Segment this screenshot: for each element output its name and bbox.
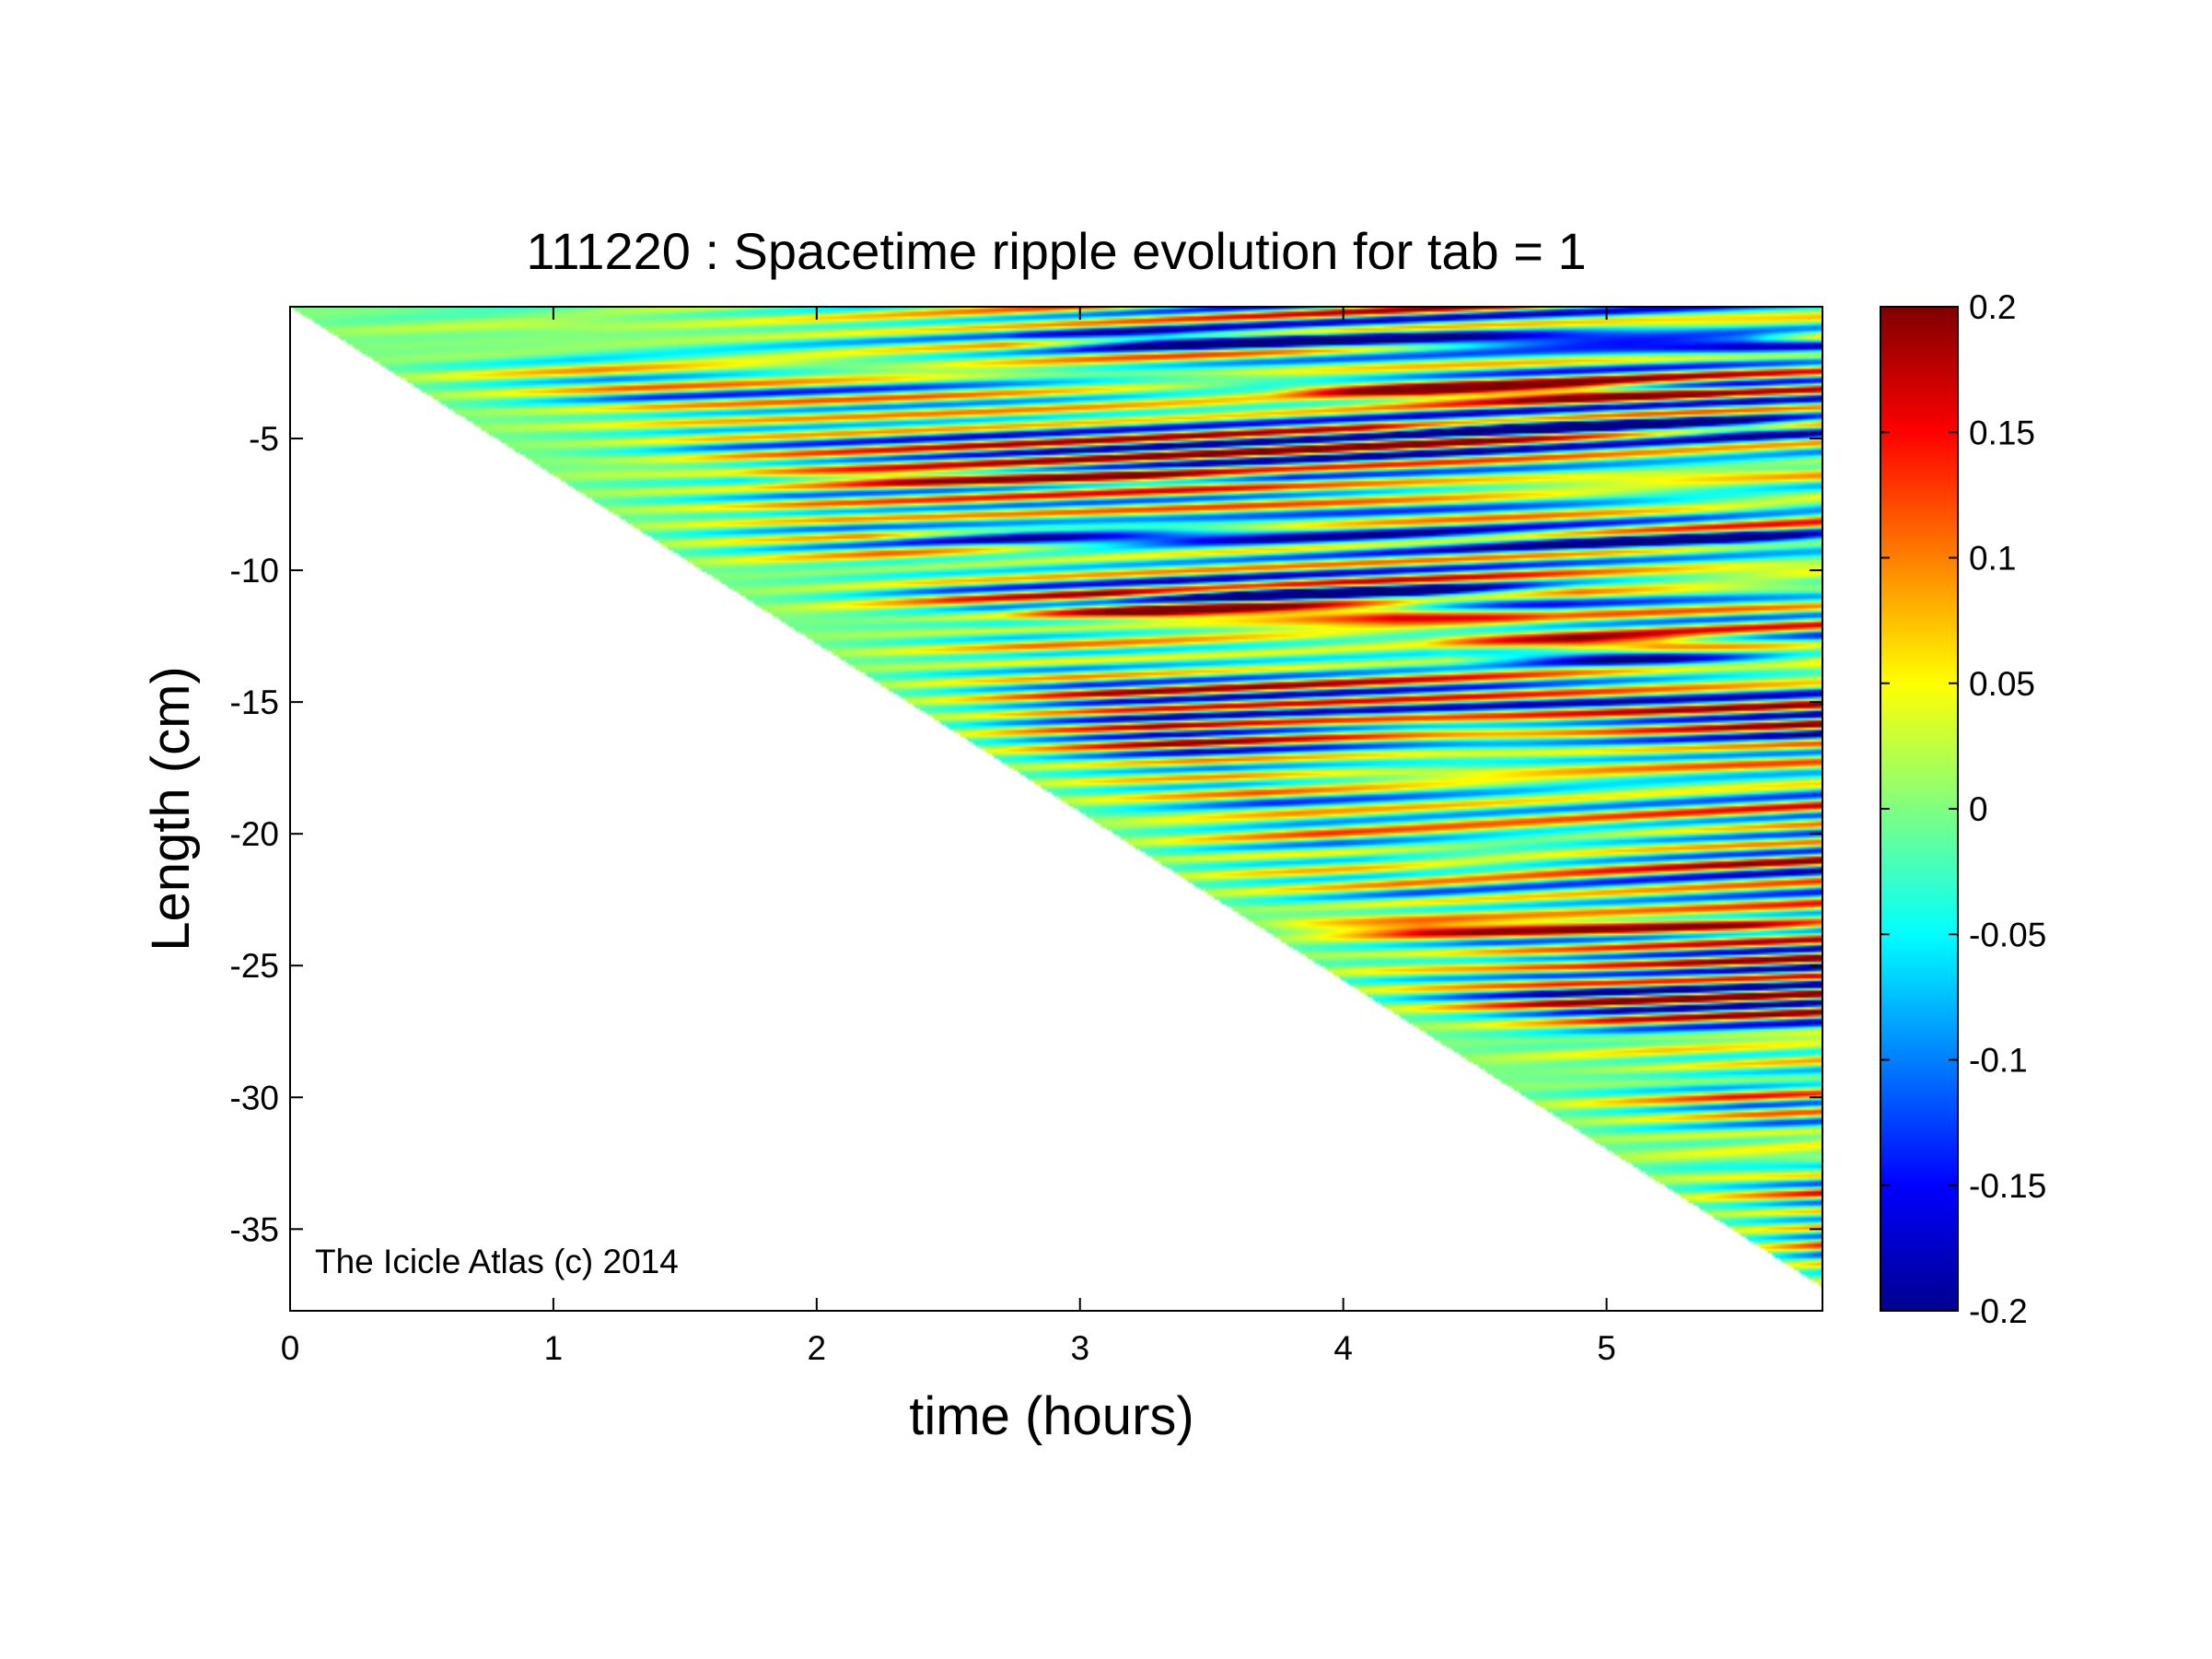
x-tick-label: 3 — [1070, 1329, 1089, 1367]
colorbar: 0.2 0.15 0.1 0.05 0 -0.05 -0.1 -0.15 -0.2 — [1880, 288, 2046, 1330]
y-tick-label: -20 — [230, 815, 279, 853]
heatmap-image — [290, 307, 1822, 1311]
copyright-annotation: The Icicle Atlas (c) 2014 — [315, 1243, 679, 1280]
chart-title: 111220 : Spacetime ripple evolution for … — [526, 222, 1586, 280]
plot-frame — [289, 306, 1823, 1312]
y-tick-label: -25 — [230, 947, 279, 985]
colorbar-tick-label: 0.1 — [1969, 540, 2016, 578]
x-tick-label: 2 — [808, 1329, 827, 1367]
colorbar-tick-label: 0.2 — [1969, 288, 2016, 326]
colorbar-gradient — [1880, 306, 1959, 1312]
x-axis-ticks: 0 1 2 3 4 5 — [281, 307, 1616, 1367]
plot-area: 0 1 2 3 4 5 -5 -10 -15 -20 -25 -30 -35 The Icicle A… — [230, 306, 1823, 1367]
x-axis-label: time (hours) — [909, 1386, 1193, 1446]
x-tick-label: 5 — [1597, 1329, 1616, 1367]
y-tick-label: -35 — [230, 1210, 279, 1248]
colorbar-tick-label: -0.15 — [1969, 1167, 2046, 1205]
colorbar-tick-label: -0.05 — [1969, 916, 2046, 953]
y-tick-label: -15 — [230, 683, 279, 721]
colorbar-ticks: 0.2 0.15 0.1 0.05 0 -0.05 -0.1 -0.15 -0.2 — [1880, 288, 2046, 1330]
colorbar-tick-label: -0.2 — [1969, 1292, 2028, 1330]
x-tick-label: 4 — [1333, 1329, 1353, 1367]
y-tick-label: -10 — [230, 552, 279, 590]
x-tick-label: 0 — [281, 1329, 300, 1367]
y-axis-ticks: -5 -10 -15 -20 -25 -30 -35 — [230, 420, 1822, 1248]
colorbar-tick-label: 0.15 — [1969, 414, 2035, 451]
y-axis-label: Length (cm) — [141, 666, 201, 951]
colorbar-tick-label: -0.1 — [1969, 1042, 2028, 1080]
colorbar-tick-label: 0 — [1969, 790, 1988, 828]
colorbar-tick-label: 0.05 — [1969, 665, 2035, 703]
x-tick-label: 1 — [544, 1329, 564, 1367]
y-tick-label: -30 — [230, 1079, 279, 1116]
y-tick-label: -5 — [249, 420, 279, 458]
